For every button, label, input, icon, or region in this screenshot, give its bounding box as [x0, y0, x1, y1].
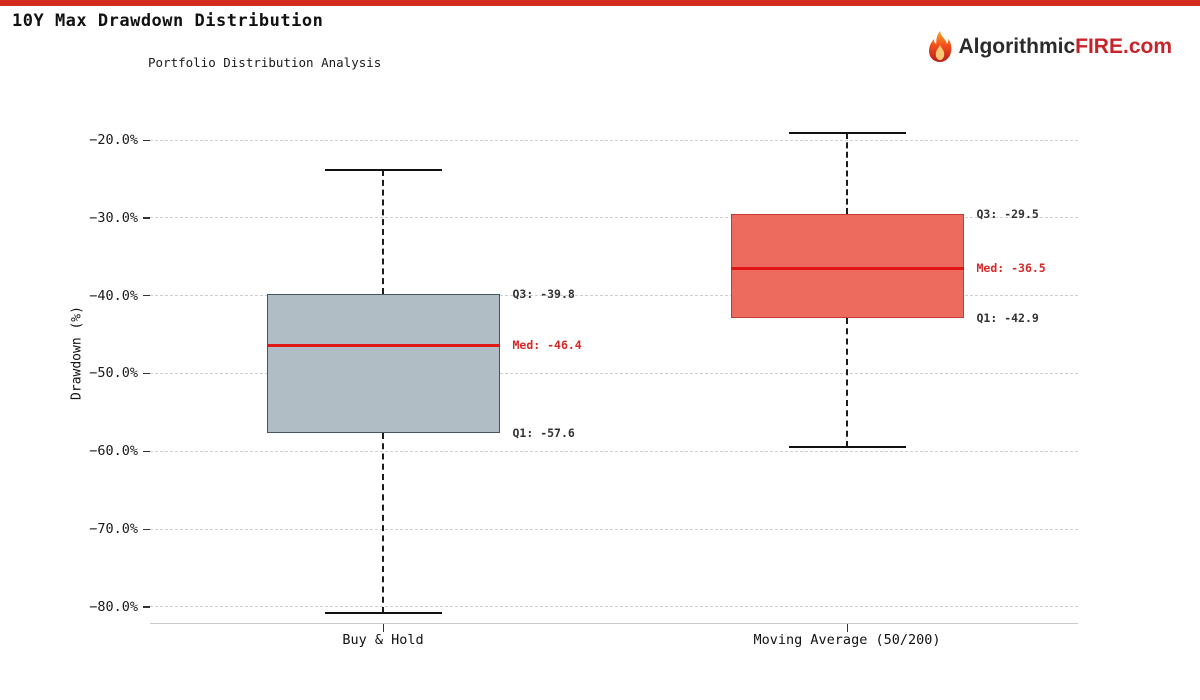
annotation-q1: Q1: -57.6	[512, 425, 575, 440]
y-tick-mark	[143, 139, 150, 141]
y-tick-label: −30.0%	[89, 209, 138, 226]
annotation-median: Med: -36.5	[976, 261, 1046, 276]
flame-icon	[926, 31, 954, 63]
gridline	[150, 139, 1078, 141]
x-category-label: Buy & Hold	[342, 632, 424, 648]
logo-text-suffix: .com	[1122, 35, 1172, 58]
whisker-cap-upper	[324, 168, 442, 171]
y-tick-mark	[143, 372, 150, 375]
top-accent-bar	[0, 0, 1200, 6]
gridline	[150, 450, 1078, 452]
whisker-cap-lower	[324, 612, 442, 615]
gridline	[150, 528, 1078, 530]
whisker-lower	[382, 432, 384, 613]
whisker-cap-upper	[788, 131, 906, 134]
y-tick-mark	[143, 450, 150, 453]
box-buy-and-hold	[266, 294, 500, 433]
page-title: 10Y Max Drawdown Distribution	[12, 11, 324, 31]
annotation-q3: Q3: -39.8	[512, 287, 575, 302]
gridline	[150, 295, 1078, 297]
gridline	[150, 372, 1078, 374]
x-tick-mark	[382, 624, 384, 632]
chart-subtitle: Portfolio Distribution Analysis	[148, 55, 382, 70]
annotation-q3: Q3: -29.5	[976, 206, 1039, 221]
gridline	[150, 606, 1078, 608]
x-category-label: Moving Average (50/200)	[753, 632, 941, 648]
annotation-median: Med: -46.4	[512, 338, 582, 353]
x-axis-line	[150, 623, 1078, 624]
y-tick-mark	[143, 606, 150, 608]
gridline	[150, 217, 1078, 219]
y-tick-mark	[143, 295, 150, 297]
y-tick-label: −60.0%	[89, 443, 138, 460]
median-line	[730, 266, 964, 270]
whisker-lower	[846, 318, 848, 448]
whisker-upper	[382, 169, 384, 295]
annotation-q1: Q1: -42.9	[976, 311, 1039, 326]
y-tick-label: −80.0%	[89, 598, 138, 615]
site-logo: AlgorithmicFIRE.com	[926, 30, 1172, 64]
logo-text-prefix: Algorithmic	[958, 35, 1076, 58]
y-tick-mark	[143, 528, 150, 530]
whisker-upper	[846, 132, 848, 214]
box-moving-average	[730, 213, 964, 319]
logo-text-highlight: FIRE	[1075, 35, 1123, 58]
y-tick-label: −40.0%	[89, 287, 138, 304]
y-tick-label: −70.0%	[89, 521, 138, 537]
y-tick-label: −50.0%	[89, 365, 138, 382]
whisker-cap-lower	[788, 446, 906, 449]
x-tick-mark	[846, 624, 848, 632]
median-line	[266, 343, 500, 347]
y-tick-mark	[143, 217, 150, 219]
y-tick-label: −20.0%	[89, 132, 138, 148]
